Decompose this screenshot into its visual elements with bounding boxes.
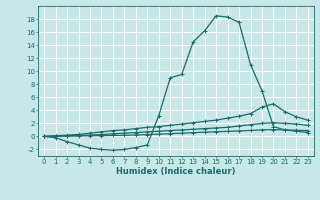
X-axis label: Humidex (Indice chaleur): Humidex (Indice chaleur) (116, 167, 236, 176)
